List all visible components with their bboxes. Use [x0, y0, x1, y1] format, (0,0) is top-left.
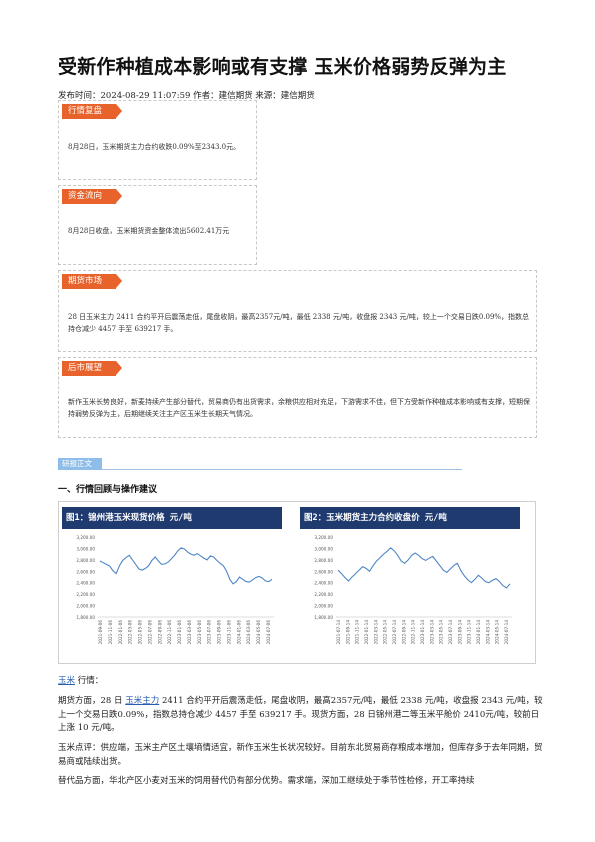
x-tick-label: 2023-05-14: [439, 620, 444, 645]
research-tag: 研报正文: [58, 458, 102, 470]
x-tick-label: 2023-09-14: [457, 620, 462, 645]
x-tick-label: 2024-01-06: [236, 620, 241, 645]
summary-box-market-review: 行情复盘 8月28日，玉米期货主力合约收跌0.09%至2343.0元。: [58, 100, 257, 180]
y-tick-label: 2,600.00: [314, 569, 333, 574]
y-tick-label: 2,200.00: [314, 592, 333, 597]
summary-box-fund-flow: 资金流向 8月28日收盘，玉米期货资金整体流出5602.41万元: [58, 185, 257, 265]
x-tick-label: 2022-09-14: [401, 620, 406, 645]
chart-panel-futures: 图2：玉米期货主力合约收盘价 元/吨 3,200.00 3,000.00 2,800…: [300, 507, 520, 661]
x-tick-label: 2022-05-14: [383, 620, 388, 645]
x-tick-label: 2023-05-06: [197, 620, 202, 645]
x-tick-label: 2023-01-06: [177, 620, 182, 645]
series-line: [99, 547, 273, 585]
x-tick-label: 2024-07-14: [504, 620, 509, 645]
futures-paragraph: 期货方面，28 日 玉米主力 2411 合约平开后震荡走低，尾盘收阴，最高235…: [58, 695, 543, 736]
tag-market-review: 行情复盘: [62, 104, 123, 119]
tag-fund-flow: 资金流向: [62, 189, 123, 204]
x-tick-label: 2024-05-14: [495, 620, 500, 645]
y-tick-label: 3,200.00: [76, 535, 95, 540]
x-tick-label: 2022-11-06: [167, 620, 172, 645]
corn-link[interactable]: 玉米: [58, 676, 76, 686]
y-tick-label: 2,800.00: [76, 558, 95, 563]
y-tick-label: 3,200.00: [314, 535, 333, 540]
x-tick-label: 2022-11-14: [411, 620, 416, 645]
corn-comment-paragraph: 玉米点评：供应端，玉米主产区土壤墒情适宜，新作玉米生长状况较好。目前东北贸易商存…: [58, 743, 543, 767]
x-tick-label: 2022-09-06: [157, 620, 162, 645]
fund-flow-text: 8月28日收盘，玉米期货资金整体流出5602.41万元: [68, 227, 230, 235]
summary-box-outlook: 后市展望 新作玉米长势良好，新麦持续产生部分替代，贸易商仍有出货需求，余粮供应相…: [58, 357, 537, 438]
x-tick-label: 2021-09-14: [345, 620, 350, 645]
x-tick-label: 2022-01-14: [364, 620, 369, 645]
x-tick-label: 2021-11-06: [108, 620, 113, 645]
y-tick-label: 1,800.00: [314, 615, 333, 620]
corn-market-heading: 玉米 行情：: [58, 675, 543, 689]
summary-box-futures-market: 期货市场 28 日玉米主力 2411 合约平开后震荡走低，尾盘收阴，最高2357…: [58, 270, 537, 352]
x-tick-label: 2021-11-14: [355, 620, 360, 645]
x-tick-label: 2024-07-06: [266, 620, 271, 645]
section-heading: 一、行情回顾与操作建议: [58, 485, 158, 495]
x-tick-label: 2023-09-06: [217, 620, 222, 645]
x-tick-label: 2023-11-14: [467, 620, 472, 645]
y-tick-label: 1,800.00: [76, 615, 95, 620]
x-tick-label: 2024-03-06: [246, 620, 251, 645]
x-tick-label: 2021-07-14: [336, 620, 341, 645]
x-tick-label: 2022-03-14: [373, 620, 378, 645]
y-tick-label: 3,000.00: [76, 546, 95, 551]
corn-main-contract-link[interactable]: 玉米主力: [125, 696, 160, 706]
chart-futures-close: 3,200.00 3,000.00 2,800.00 2,600.00 2,400.00…: [314, 535, 512, 645]
x-tick-label: 2022-01-06: [118, 620, 123, 645]
chart-title-spot: 图1：锦州港玉米现货价格 元/吨: [62, 507, 282, 529]
chart-spot-price: 3,200.00 3,000.00 2,800.00 2,600.00 2,400.00…: [76, 535, 274, 645]
y-tick-label: 2,200.00: [76, 592, 95, 597]
futures-paragraph-a: 期货方面，28 日: [58, 696, 126, 706]
x-tick-label: 2022-05-06: [138, 620, 143, 645]
y-tick-label: 2,000.00: [76, 604, 95, 609]
chart-panel-spot: 图1：锦州港玉米现货价格 元/吨 3,200.00 3,000.00 2,800.0…: [62, 507, 282, 661]
x-tick-label: 2022-07-06: [147, 620, 152, 645]
series-line: [337, 547, 511, 589]
y-tick-label: 2,400.00: [76, 581, 95, 586]
research-divider: 研报正文: [58, 458, 462, 470]
x-tick-label: 2024-03-14: [485, 620, 490, 645]
substitute-paragraph: 替代品方面，华北产区小麦对玉米的饲用替代仍有部分优势。需求端，深加工继续处于季节…: [58, 776, 475, 786]
x-tick-label: 2023-07-06: [207, 620, 212, 645]
y-tick-label: 2,000.00: [314, 604, 333, 609]
x-tick-label: 2023-03-06: [187, 620, 192, 645]
x-tick-label: 2023-07-14: [448, 620, 453, 645]
x-tick-label: 2022-07-14: [392, 620, 397, 645]
article-meta: 发布时间：2024-08-29 11:07:59 作者：建信期货 来源：建信期货: [58, 91, 315, 101]
tag-futures-market: 期货市场: [62, 274, 123, 289]
article-title: 受新作种植成本影响或有支撑 玉米价格弱势反弹为主: [58, 56, 507, 78]
x-tick-label: 2024-05-06: [256, 620, 261, 645]
x-tick-label: 2024-01-14: [476, 620, 481, 645]
x-tick-label: 2023-11-06: [226, 620, 231, 645]
x-tick-label: 2023-03-14: [429, 620, 434, 645]
y-tick-label: 2,800.00: [314, 558, 333, 563]
corn-market-label: 行情：: [75, 676, 104, 686]
outlook-text: 新作玉米长势良好，新麦持续产生部分替代，贸易商仍有出货需求，余粮供应相对充足，下…: [68, 398, 530, 418]
x-tick-label: 2023-01-14: [420, 620, 425, 645]
charts-container: 图1：锦州港玉米现货价格 元/吨 3,200.00 3,000.00 2,800.0…: [58, 501, 536, 664]
x-tick-label: 2022-03-06: [128, 620, 133, 645]
x-tick-label: 2021-09-06: [98, 620, 103, 645]
futures-market-text: 28 日玉米主力 2411 合约平开后震荡走低，尾盘收阴，最高2357元/吨，最…: [68, 313, 530, 333]
tag-outlook: 后市展望: [62, 361, 123, 376]
market-review-text: 8月28日，玉米期货主力合约收跌0.09%至2343.0元。: [68, 143, 241, 151]
y-tick-label: 2,600.00: [76, 569, 95, 574]
futures-paragraph-b: 2411 合约平开后震荡走低，尾盘收阴，最高2357元/吨，最低 2338 元/…: [58, 696, 543, 733]
y-tick-label: 2,400.00: [314, 581, 333, 586]
y-tick-label: 3,000.00: [314, 546, 333, 551]
chart-title-futures: 图2：玉米期货主力合约收盘价 元/吨: [300, 507, 520, 529]
